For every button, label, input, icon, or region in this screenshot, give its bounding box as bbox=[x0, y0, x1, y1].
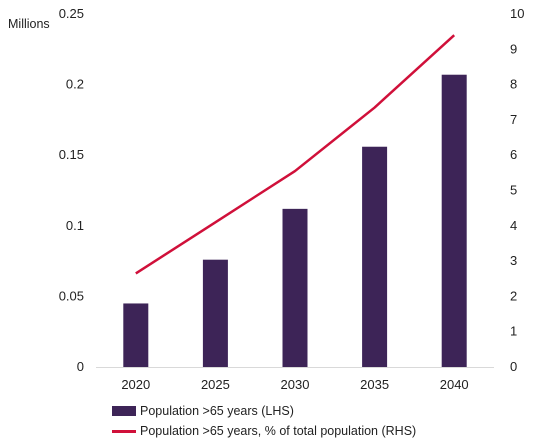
right-axis-tick-label: 6 bbox=[510, 147, 517, 162]
left-axis-tick-label: 0.05 bbox=[59, 288, 84, 303]
bar-series bbox=[123, 74, 467, 367]
legend-swatch-line bbox=[112, 429, 136, 433]
legend-item-bar: Population >65 years (LHS) bbox=[112, 401, 416, 421]
right-axis-tick-label: 9 bbox=[510, 41, 517, 56]
right-axis-tick-label: 3 bbox=[510, 253, 517, 268]
left-axis-tick-label: 0.2 bbox=[66, 77, 84, 92]
right-axis-tick-label: 5 bbox=[510, 183, 517, 198]
bar bbox=[202, 259, 228, 367]
legend: Population >65 years (LHS) Population >6… bbox=[112, 401, 416, 441]
x-axis-tick-label: 2035 bbox=[360, 377, 389, 392]
line-series bbox=[135, 34, 456, 275]
left-axis-unit-label: Millions bbox=[8, 17, 50, 31]
x-axis-tick-label: 2020 bbox=[121, 377, 150, 392]
left-axis-ticks: 0 0.05 0.1 0.15 0.2 0.25 bbox=[59, 6, 84, 374]
bar bbox=[441, 74, 467, 367]
right-axis-tick-label: 7 bbox=[510, 112, 517, 127]
line-series-path bbox=[135, 34, 456, 275]
left-axis-tick-label: 0.25 bbox=[59, 6, 84, 21]
bar bbox=[362, 146, 388, 367]
right-axis-tick-label: 1 bbox=[510, 324, 517, 339]
x-axis-tick-label: 2030 bbox=[281, 377, 310, 392]
x-axis-tick-label: 2025 bbox=[201, 377, 230, 392]
right-axis-ticks: 0 1 2 3 4 5 6 7 8 9 10 bbox=[510, 6, 524, 374]
legend-label-bar: Population >65 years (LHS) bbox=[140, 404, 294, 418]
left-axis-tick-label: 0 bbox=[77, 359, 84, 374]
right-axis-tick-label: 2 bbox=[510, 288, 517, 303]
left-axis-tick-label: 0.15 bbox=[59, 147, 84, 162]
bar bbox=[123, 303, 149, 367]
right-axis-tick-label: 0 bbox=[510, 359, 517, 374]
x-axis-ticks: 2020 2025 2030 2035 2040 bbox=[121, 377, 468, 392]
right-axis-tick-label: 10 bbox=[510, 6, 524, 21]
legend-item-line: Population >65 years, % of total populat… bbox=[112, 421, 416, 441]
left-axis-tick-label: 0.1 bbox=[66, 218, 84, 233]
right-axis-tick-label: 4 bbox=[510, 218, 517, 233]
bar bbox=[282, 208, 308, 367]
legend-label-line: Population >65 years, % of total populat… bbox=[140, 424, 417, 438]
x-axis-tick-label: 2040 bbox=[440, 377, 469, 392]
right-axis-tick-label: 8 bbox=[510, 77, 517, 92]
legend-swatch-bar bbox=[112, 406, 136, 416]
